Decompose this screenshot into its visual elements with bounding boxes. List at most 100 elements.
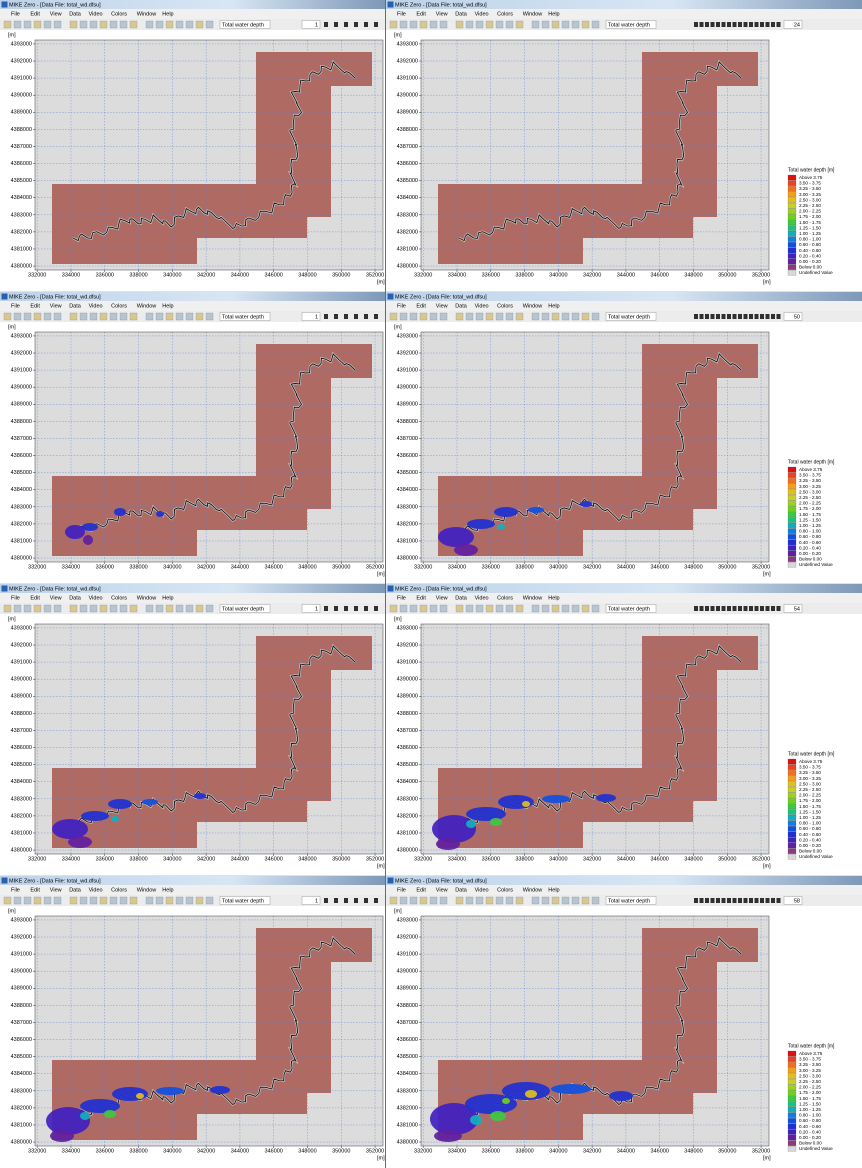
toolbar-button[interactable] bbox=[495, 604, 504, 613]
toolbar-button[interactable] bbox=[165, 312, 174, 321]
toolbar-button[interactable] bbox=[429, 604, 438, 613]
toolbar-button[interactable] bbox=[409, 896, 418, 905]
menu-item[interactable]: Data bbox=[69, 595, 82, 601]
toolbar-button[interactable] bbox=[165, 604, 174, 613]
menu-item[interactable]: File bbox=[397, 887, 406, 893]
toolbar-button[interactable] bbox=[455, 896, 464, 905]
time-step-box[interactable] bbox=[301, 312, 321, 321]
menu-item[interactable]: Video bbox=[89, 595, 103, 601]
time-step-box[interactable] bbox=[783, 604, 803, 613]
toolbar-button[interactable] bbox=[455, 20, 464, 29]
toolbar-button[interactable] bbox=[3, 604, 12, 613]
toolbar-button[interactable] bbox=[109, 20, 118, 29]
toolbar-button[interactable] bbox=[109, 312, 118, 321]
menu-item[interactable]: Data bbox=[455, 303, 468, 309]
menu-item[interactable]: Colors bbox=[111, 887, 127, 893]
toolbar-button[interactable] bbox=[429, 20, 438, 29]
player-button[interactable] bbox=[738, 22, 742, 27]
toolbar-button[interactable] bbox=[409, 20, 418, 29]
menu-item[interactable]: File bbox=[11, 887, 20, 893]
toolbar-button[interactable] bbox=[581, 896, 590, 905]
menu-item[interactable]: Window bbox=[523, 303, 543, 309]
player-button[interactable] bbox=[738, 314, 742, 319]
toolbar-button[interactable] bbox=[591, 604, 600, 613]
toolbar-button[interactable] bbox=[419, 312, 428, 321]
menu-item[interactable]: Help bbox=[162, 11, 173, 17]
toolbar-button[interactable] bbox=[119, 604, 128, 613]
player-button[interactable] bbox=[344, 606, 348, 611]
toolbar-button[interactable] bbox=[531, 604, 540, 613]
player-button[interactable] bbox=[694, 898, 698, 903]
toolbar-button[interactable] bbox=[43, 20, 52, 29]
player-button[interactable] bbox=[705, 898, 709, 903]
player-button[interactable] bbox=[727, 314, 731, 319]
item-dropdown-text[interactable]: Total water depth bbox=[222, 898, 264, 904]
toolbar-button[interactable] bbox=[3, 312, 12, 321]
toolbar-button[interactable] bbox=[53, 604, 62, 613]
toolbar-button[interactable] bbox=[79, 896, 88, 905]
toolbar-button[interactable] bbox=[33, 20, 42, 29]
toolbar-button[interactable] bbox=[485, 604, 494, 613]
menu-item[interactable]: Help bbox=[162, 595, 173, 601]
item-dropdown[interactable] bbox=[219, 604, 271, 613]
time-step-box[interactable] bbox=[783, 312, 803, 321]
time-step-box[interactable] bbox=[301, 604, 321, 613]
player-button[interactable] bbox=[364, 898, 368, 903]
toolbar-button[interactable] bbox=[505, 896, 514, 905]
toolbar-button[interactable] bbox=[145, 896, 154, 905]
player-button[interactable] bbox=[743, 898, 748, 903]
item-dropdown[interactable] bbox=[605, 604, 657, 613]
player-button[interactable] bbox=[374, 898, 378, 903]
toolbar-button[interactable] bbox=[495, 312, 504, 321]
player-button[interactable] bbox=[771, 898, 775, 903]
player-button[interactable] bbox=[743, 22, 748, 27]
menu-item[interactable]: Help bbox=[548, 595, 559, 601]
toolbar-button[interactable] bbox=[399, 896, 408, 905]
toolbar-button[interactable] bbox=[79, 20, 88, 29]
toolbar-button[interactable] bbox=[109, 604, 118, 613]
menu-item[interactable]: Video bbox=[89, 887, 103, 893]
toolbar-button[interactable] bbox=[23, 20, 32, 29]
toolbar-button[interactable] bbox=[581, 312, 590, 321]
menu-item[interactable]: View bbox=[50, 887, 62, 893]
menu-item[interactable]: Edit bbox=[30, 887, 40, 893]
toolbar-button[interactable] bbox=[409, 312, 418, 321]
player-button[interactable] bbox=[754, 314, 759, 319]
toolbar-button[interactable] bbox=[591, 896, 600, 905]
toolbar-button[interactable] bbox=[145, 312, 154, 321]
player-button[interactable] bbox=[324, 606, 328, 611]
menu-item[interactable]: Edit bbox=[30, 11, 40, 17]
toolbar-button[interactable] bbox=[531, 896, 540, 905]
toolbar-button[interactable] bbox=[43, 312, 52, 321]
toolbar-button[interactable] bbox=[23, 604, 32, 613]
toolbar-button[interactable] bbox=[195, 312, 204, 321]
menu-item[interactable]: Window bbox=[523, 11, 543, 17]
toolbar-button[interactable] bbox=[185, 312, 194, 321]
toolbar-button[interactable] bbox=[465, 312, 474, 321]
menu-item[interactable]: Window bbox=[137, 595, 157, 601]
player-button[interactable] bbox=[776, 314, 781, 319]
toolbar-button[interactable] bbox=[195, 604, 204, 613]
toolbar-button[interactable] bbox=[455, 312, 464, 321]
toolbar-button[interactable] bbox=[13, 312, 22, 321]
toolbar-button[interactable] bbox=[581, 604, 590, 613]
toolbar-button[interactable] bbox=[205, 312, 214, 321]
toolbar-button[interactable] bbox=[399, 312, 408, 321]
menu-item[interactable]: File bbox=[11, 11, 20, 17]
player-button[interactable] bbox=[710, 314, 715, 319]
toolbar-button[interactable] bbox=[185, 896, 194, 905]
menu-item[interactable]: File bbox=[11, 595, 20, 601]
toolbar-button[interactable] bbox=[515, 896, 524, 905]
player-button[interactable] bbox=[721, 606, 726, 611]
toolbar-button[interactable] bbox=[591, 20, 600, 29]
menu-item[interactable]: Window bbox=[137, 887, 157, 893]
menu-item[interactable]: Edit bbox=[416, 303, 426, 309]
player-button[interactable] bbox=[710, 898, 715, 903]
toolbar-button[interactable] bbox=[99, 896, 108, 905]
player-button[interactable] bbox=[727, 22, 731, 27]
toolbar-button[interactable] bbox=[561, 312, 570, 321]
player-button[interactable] bbox=[727, 606, 731, 611]
toolbar-button[interactable] bbox=[505, 20, 514, 29]
item-dropdown[interactable] bbox=[605, 20, 657, 29]
toolbar-button[interactable] bbox=[175, 312, 184, 321]
